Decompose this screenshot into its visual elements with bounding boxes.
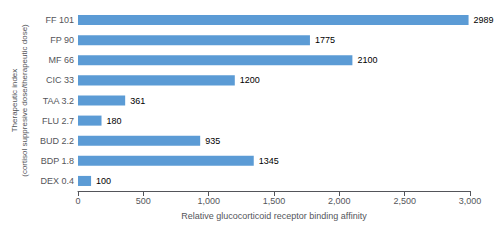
svg-text:1345: 1345 (259, 156, 279, 166)
svg-text:Relative glucocorticoid recept: Relative glucocorticoid receptor binding… (181, 211, 367, 221)
svg-text:CIC 33: CIC 33 (46, 75, 74, 85)
svg-text:2989: 2989 (474, 15, 494, 25)
svg-text:935: 935 (205, 136, 220, 146)
svg-text:1,500: 1,500 (263, 196, 286, 206)
svg-text:1200: 1200 (240, 75, 260, 85)
svg-text:2100: 2100 (357, 55, 377, 65)
svg-text:FP 90: FP 90 (50, 35, 74, 45)
svg-text:500: 500 (136, 196, 151, 206)
svg-text:MF 66: MF 66 (48, 55, 74, 65)
svg-text:2,000: 2,000 (328, 196, 351, 206)
svg-text:0: 0 (75, 196, 80, 206)
svg-text:FF 101: FF 101 (45, 15, 74, 25)
svg-text:BDP 1.8: BDP 1.8 (41, 156, 74, 166)
svg-text:180: 180 (107, 116, 122, 126)
svg-text:BUD 2.2: BUD 2.2 (40, 136, 74, 146)
svg-text:TAA 3.2: TAA 3.2 (43, 96, 74, 106)
svg-text:(cortisol suppresive dose/ther: (cortisol suppresive dose/therapeutic do… (20, 24, 29, 177)
svg-text:3,000: 3,000 (459, 196, 482, 206)
svg-text:FLU 2.7: FLU 2.7 (42, 116, 74, 126)
svg-text:DEX 0.4: DEX 0.4 (40, 176, 74, 186)
svg-text:1,000: 1,000 (197, 196, 220, 206)
svg-text:1775: 1775 (315, 35, 335, 45)
svg-text:361: 361 (130, 96, 145, 106)
svg-text:100: 100 (96, 176, 111, 186)
svg-text:2,500: 2,500 (393, 196, 416, 206)
svg-text:Therapeutic index: Therapeutic index (10, 69, 19, 133)
